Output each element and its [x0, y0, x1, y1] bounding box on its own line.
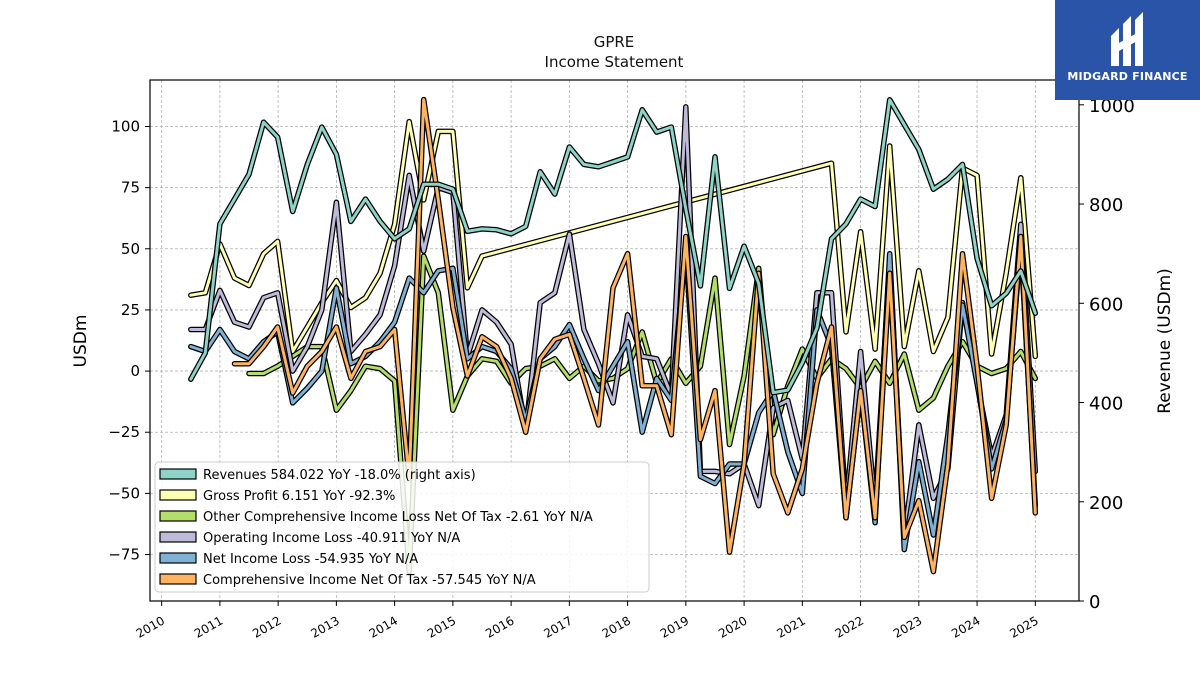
x-tick-label: 2010: [134, 613, 167, 640]
y-tick-label-right: 200: [1089, 493, 1123, 514]
x-tick-label: 2021: [774, 613, 807, 640]
legend-swatch: [159, 552, 197, 564]
logo-text: MIDGARD FINANCE: [1067, 70, 1188, 83]
series-line-comprehensive-income-net-of-tax: [233, 98, 1037, 574]
y-tick-label-right: 400: [1089, 394, 1123, 415]
series-line-other-comprehensive-income-loss-net-of-tax: [247, 254, 1037, 574]
y-tick-label-left: 75: [121, 179, 140, 197]
chart-title: GPRE: [593, 33, 635, 51]
midgard-finance-logo: MIDGARD FINANCE: [1055, 0, 1200, 100]
plot-frame: [149, 79, 1080, 602]
chart-legend: Revenues 584.022 YoY -18.0% (right axis)…: [154, 461, 650, 593]
legend-swatch: [159, 531, 197, 543]
y-tick-label-left: −50: [108, 484, 140, 502]
y-tick-label-left: 100: [111, 117, 140, 135]
y-tick-label-right: 0: [1089, 592, 1100, 613]
x-tick-label: 2020: [716, 613, 749, 640]
x-tick-label: 2022: [833, 613, 866, 640]
y-tick-label-left: 25: [121, 301, 140, 319]
x-tick-label: 2011: [192, 613, 225, 640]
y-axis-label-left: USDm: [71, 315, 91, 368]
y-tick-label-left: −75: [108, 546, 140, 564]
y-tick-label-left: 50: [121, 240, 140, 258]
y-tick-label-right: 800: [1089, 195, 1123, 216]
y-axis-label-right: Revenue (USDm): [1155, 268, 1175, 414]
legend-label: Net Income Loss -54.935 YoY N/A: [203, 552, 418, 567]
x-tick-label: 2018: [600, 613, 633, 640]
logo-mark-icon: [1111, 12, 1143, 66]
x-tick-label: 2025: [1007, 613, 1040, 640]
x-tick-label: 2024: [949, 613, 982, 640]
legend-swatch: [159, 510, 197, 522]
legend-label: Comprehensive Income Net Of Tax -57.545 …: [203, 573, 536, 588]
x-tick-label: 2013: [308, 613, 341, 640]
x-tick-label: 2019: [658, 613, 691, 640]
legend-label: Other Comprehensive Income Loss Net Of T…: [203, 510, 593, 525]
y-tick-label-right: 1000: [1089, 96, 1135, 117]
legend-label: Gross Profit 6.151 YoY -92.3%: [203, 489, 395, 504]
series-line-gross-profit: [189, 120, 1037, 358]
series-line-revenues: [189, 98, 1037, 395]
x-tick-label: 2014: [367, 613, 400, 640]
x-tick-label: 2012: [250, 613, 283, 640]
legend-label: Revenues 584.022 YoY -18.0% (right axis): [203, 468, 476, 483]
legend-label: Operating Income Loss -40.911 YoY N/A: [203, 531, 460, 546]
x-tick-label: 2017: [541, 613, 574, 640]
legend-swatch: [159, 489, 197, 501]
x-tick-label: 2016: [483, 613, 516, 640]
legend-swatch: [159, 573, 197, 585]
x-tick-label: 2023: [891, 613, 924, 640]
y-tick-label-left: −25: [108, 423, 140, 441]
legend-swatch: [159, 468, 197, 480]
y-tick-label-left: 0: [130, 362, 140, 380]
series-lines: [188, 96, 1039, 575]
y-tick-label-right: 600: [1089, 294, 1123, 315]
chart-subtitle: Income Statement: [544, 53, 684, 71]
legend-box: [154, 461, 650, 593]
x-tick-label: 2015: [425, 613, 458, 640]
